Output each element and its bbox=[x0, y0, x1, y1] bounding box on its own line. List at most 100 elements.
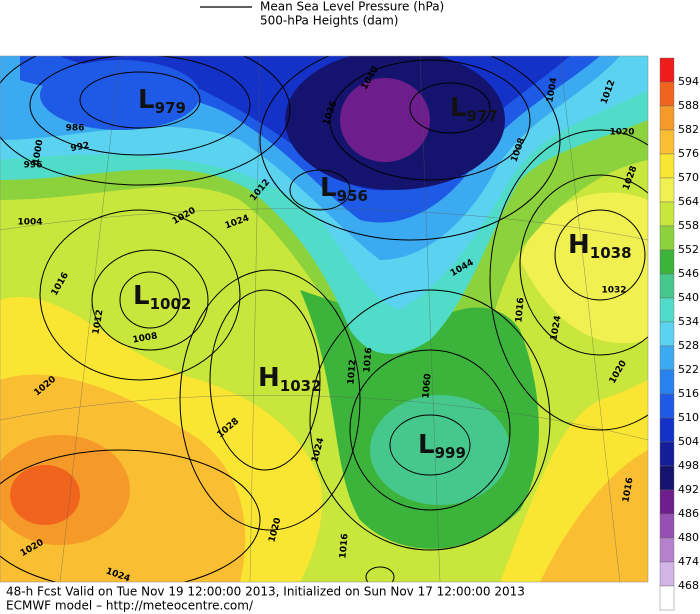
isobar bbox=[329, 59, 531, 181]
colorbar-box bbox=[659, 81, 675, 107]
colorbar-box bbox=[659, 441, 675, 467]
colorbar-label: 516 bbox=[678, 387, 699, 400]
isobar-label: 1012 bbox=[91, 309, 105, 335]
colorbar-label: 540 bbox=[678, 291, 699, 304]
colorbar-box bbox=[659, 417, 675, 443]
isobar bbox=[91, 249, 209, 351]
colorbar-box bbox=[659, 225, 675, 251]
colorbar-label: 498 bbox=[678, 459, 699, 472]
colorbar-box bbox=[659, 57, 675, 83]
isobar bbox=[409, 82, 491, 134]
center-value: 1032 bbox=[280, 377, 322, 395]
pressure-center: L977 bbox=[450, 93, 498, 125]
colorbar-box bbox=[659, 513, 675, 539]
isobar bbox=[79, 71, 201, 129]
colorbar-label: 492 bbox=[678, 483, 699, 496]
isobar bbox=[39, 209, 241, 381]
pressure-center: L999 bbox=[418, 430, 466, 462]
colorbar-label: 510 bbox=[678, 411, 699, 424]
colorbar-label: 558 bbox=[678, 219, 699, 232]
field bbox=[370, 395, 510, 505]
colorbar-box bbox=[659, 489, 675, 515]
isobar bbox=[365, 566, 395, 582]
isobar-label: 1016 bbox=[362, 347, 374, 373]
colorbar-label: 480 bbox=[678, 531, 699, 544]
isobar bbox=[0, 56, 291, 186]
colorbar-box bbox=[659, 345, 675, 371]
center-letter: L bbox=[418, 430, 435, 460]
pressure-center: H1038 bbox=[568, 230, 632, 262]
isobar-label: 1016 bbox=[621, 477, 635, 503]
pressure-center: L979 bbox=[138, 85, 186, 117]
center-letter: L bbox=[133, 281, 150, 311]
isobar bbox=[0, 449, 261, 582]
colorbar-box bbox=[659, 537, 675, 563]
colorbar-label: 588 bbox=[678, 99, 699, 112]
isobar-label: 1004 bbox=[17, 218, 42, 228]
colorbar-label: 552 bbox=[678, 243, 699, 256]
isobar-label: 1020 bbox=[609, 128, 634, 138]
colorbar-box bbox=[659, 273, 675, 299]
field bbox=[40, 60, 200, 130]
colorbar-box bbox=[659, 105, 675, 131]
isobar bbox=[489, 129, 648, 431]
colorbar-box bbox=[659, 201, 675, 227]
center-letter: L bbox=[320, 173, 337, 203]
footer-text: 48-h Fcst Valid on Tue Nov 19 12:00:00 2… bbox=[6, 585, 525, 599]
pressure-center: L956 bbox=[320, 173, 368, 205]
colorbar-label: 486 bbox=[678, 507, 699, 520]
colorbar-label: 534 bbox=[678, 315, 699, 328]
isobar bbox=[349, 349, 511, 511]
pressure-center: L1002 bbox=[133, 281, 191, 313]
field bbox=[340, 78, 430, 162]
legend-text: Mean Sea Level Pressure (hPa) bbox=[260, 0, 444, 14]
field bbox=[540, 450, 648, 582]
colorbar-box bbox=[659, 465, 675, 491]
map-frame bbox=[0, 55, 649, 583]
center-value: 977 bbox=[467, 107, 498, 125]
colorbar-box bbox=[659, 153, 675, 179]
colorbar-label: 522 bbox=[678, 363, 699, 376]
graticule bbox=[0, 56, 648, 582]
center-value: 979 bbox=[155, 99, 186, 117]
legend: Mean Sea Level Pressure (hPa) 500-hPa He… bbox=[200, 0, 444, 28]
colorbar-label: 528 bbox=[678, 339, 699, 352]
colorbar: 594 588 582 576 570 564 558 552 546 540 534 528 522 5… bbox=[659, 57, 699, 611]
center-value: 956 bbox=[337, 187, 368, 205]
colorbar-box bbox=[659, 561, 675, 587]
colorbar-label: 582 bbox=[678, 123, 699, 136]
colorbar-box bbox=[659, 585, 675, 611]
isobar bbox=[519, 174, 648, 356]
isobar bbox=[554, 209, 646, 301]
isobar bbox=[119, 271, 181, 329]
colorbar-box bbox=[659, 297, 675, 323]
isobar-label: 996 bbox=[24, 161, 43, 171]
colorbar-label: 594 bbox=[678, 75, 699, 88]
isobar-label: 1016 bbox=[338, 533, 350, 559]
isobar bbox=[389, 414, 471, 476]
isobar-label: 1032 bbox=[601, 286, 626, 296]
isobar bbox=[209, 289, 321, 471]
colorbar-label: 546 bbox=[678, 267, 699, 280]
isobar-label: 1012 bbox=[346, 359, 358, 385]
colorbar-label: 474 bbox=[678, 555, 699, 568]
legend-text: 500-hPa Heights (dam) bbox=[260, 14, 398, 28]
colorbar-box bbox=[659, 129, 675, 155]
center-value: 1038 bbox=[590, 244, 632, 262]
isobar bbox=[29, 56, 251, 156]
field bbox=[10, 465, 80, 525]
isobar-label: 992 bbox=[70, 141, 90, 154]
isobar-label: 1000 bbox=[31, 139, 45, 165]
map: L979 L977L956H1038L1002H1032L999101210201… bbox=[0, 56, 648, 582]
isobar-label: 1060 bbox=[421, 373, 433, 399]
center-letter: H bbox=[258, 363, 280, 393]
colorbar-label: 468 bbox=[678, 579, 699, 592]
isobar bbox=[309, 289, 551, 551]
colorbar-label: 570 bbox=[678, 171, 699, 184]
isobar bbox=[179, 269, 361, 531]
colorbar-label: 576 bbox=[678, 147, 699, 160]
footer-text: ECMWF model – http://meteocentre.com/ bbox=[6, 599, 254, 613]
center-letter: L bbox=[138, 85, 155, 115]
colorbar-box bbox=[659, 249, 675, 275]
